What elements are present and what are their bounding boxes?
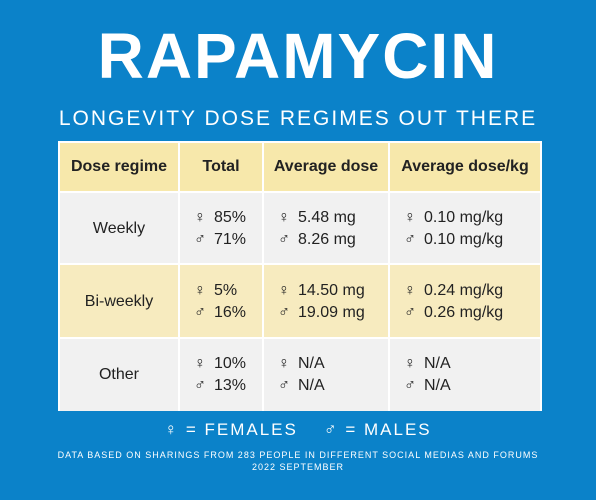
column-header-dose-regime: Dose regime [60, 143, 180, 191]
female-value: N/A [298, 355, 325, 372]
female-icon: ♀ [404, 209, 416, 226]
female-value: 0.24 mg/kg [424, 282, 504, 299]
male-icon: ♂ [278, 304, 290, 321]
dose-regime-cell: Weekly [60, 193, 180, 265]
female-value: 0.10 mg/kg [424, 209, 504, 226]
female-value: 85% [214, 209, 247, 226]
total-cell: ♀ 5% ♂ 16% [180, 265, 264, 339]
column-header-average-dose-kg: Average dose/kg [401, 158, 529, 175]
total-cell: ♀ 10% ♂ 13% [180, 339, 264, 411]
legend-males: ♂ = MALES [323, 420, 432, 439]
footnote-date: 2022 SEPTEMBER [251, 462, 345, 472]
male-icon: ♂ [278, 231, 290, 248]
legend: ♀ = FEMALES ♂ = MALES [0, 418, 596, 442]
male-icon: ♂ [194, 231, 206, 248]
average-dose-kg-cell: ♀ 0.10 mg/kg ♂ 0.10 mg/kg [390, 193, 540, 265]
male-value: 16% [214, 304, 247, 321]
average-dose-cell: ♀ 14.50 mg ♂ 19.09 mg [264, 265, 390, 339]
male-icon: ♂ [194, 377, 206, 394]
total-cell: ♀ 85% ♂ 71% [180, 193, 264, 265]
male-value: 13% [214, 377, 247, 394]
male-value: 0.26 mg/kg [424, 304, 504, 321]
female-icon: ♀ [278, 209, 290, 226]
table-row-weekly: Weekly ♀ 85% ♂ 71% ♀ 5.48 mg ♂ 8.26 mg ♀ 0.10… [60, 191, 540, 265]
dose-table: Dose regime Total Average dose Average d… [58, 141, 542, 411]
table-row-other: Other ♀ 10% ♂ 13% ♀ N/A ♂ N/A ♀ N/A ♂ N/A [60, 337, 540, 411]
female-value: 5% [214, 282, 238, 299]
male-icon: ♂ [194, 304, 206, 321]
page-subtitle: LONGEVITY DOSE REGIMES OUT THERE [58, 107, 538, 130]
column-header-total: Total [180, 143, 264, 191]
column-header-average-dose: Average dose [264, 143, 390, 191]
average-dose-cell: ♀ N/A ♂ N/A [264, 339, 390, 411]
page-title: RAPAMYCIN [97, 20, 499, 92]
male-icon: ♂ [278, 377, 290, 394]
legend-females: ♀ = FEMALES [164, 420, 298, 439]
female-icon: ♀ [194, 355, 206, 372]
male-value: N/A [298, 377, 325, 394]
female-icon: ♀ [404, 282, 416, 299]
male-icon: ♂ [404, 377, 416, 394]
female-icon: ♀ [404, 355, 416, 372]
female-value: N/A [424, 355, 451, 372]
dose-regime-cell: Other [60, 339, 180, 411]
table-header-row: Dose regime Total Average dose Average d… [60, 143, 540, 191]
female-icon: ♀ [278, 355, 290, 372]
female-value: 14.50 mg [298, 282, 365, 299]
footnote: DATA BASED ON SHARINGS FROM 283 PEOPLE I… [0, 449, 596, 473]
average-dose-kg-cell: ♀ N/A ♂ N/A [390, 339, 540, 411]
male-icon: ♂ [404, 304, 416, 321]
table-row-bi-weekly: Bi-weekly ♀ 5% ♂ 16% ♀ 14.50 mg ♂ 19.09 mg ♀… [60, 263, 540, 339]
female-value: 10% [214, 355, 247, 372]
average-dose-cell: ♀ 5.48 mg ♂ 8.26 mg [264, 193, 390, 265]
dose-regime-cell: Bi-weekly [60, 265, 180, 339]
female-icon: ♀ [194, 209, 206, 226]
footnote-source: DATA BASED ON SHARINGS FROM 283 PEOPLE I… [57, 450, 539, 460]
female-icon: ♀ [194, 282, 206, 299]
average-dose-kg-cell: ♀ 0.24 mg/kg ♂ 0.26 mg/kg [390, 265, 540, 339]
male-value: 0.10 mg/kg [424, 231, 504, 248]
female-value: 5.48 mg [298, 209, 356, 226]
male-value: 19.09 mg [298, 304, 365, 321]
female-icon: ♀ [278, 282, 290, 299]
male-icon: ♂ [404, 231, 416, 248]
male-value: 8.26 mg [298, 231, 356, 248]
male-value: 71% [214, 231, 247, 248]
male-value: N/A [424, 377, 451, 394]
